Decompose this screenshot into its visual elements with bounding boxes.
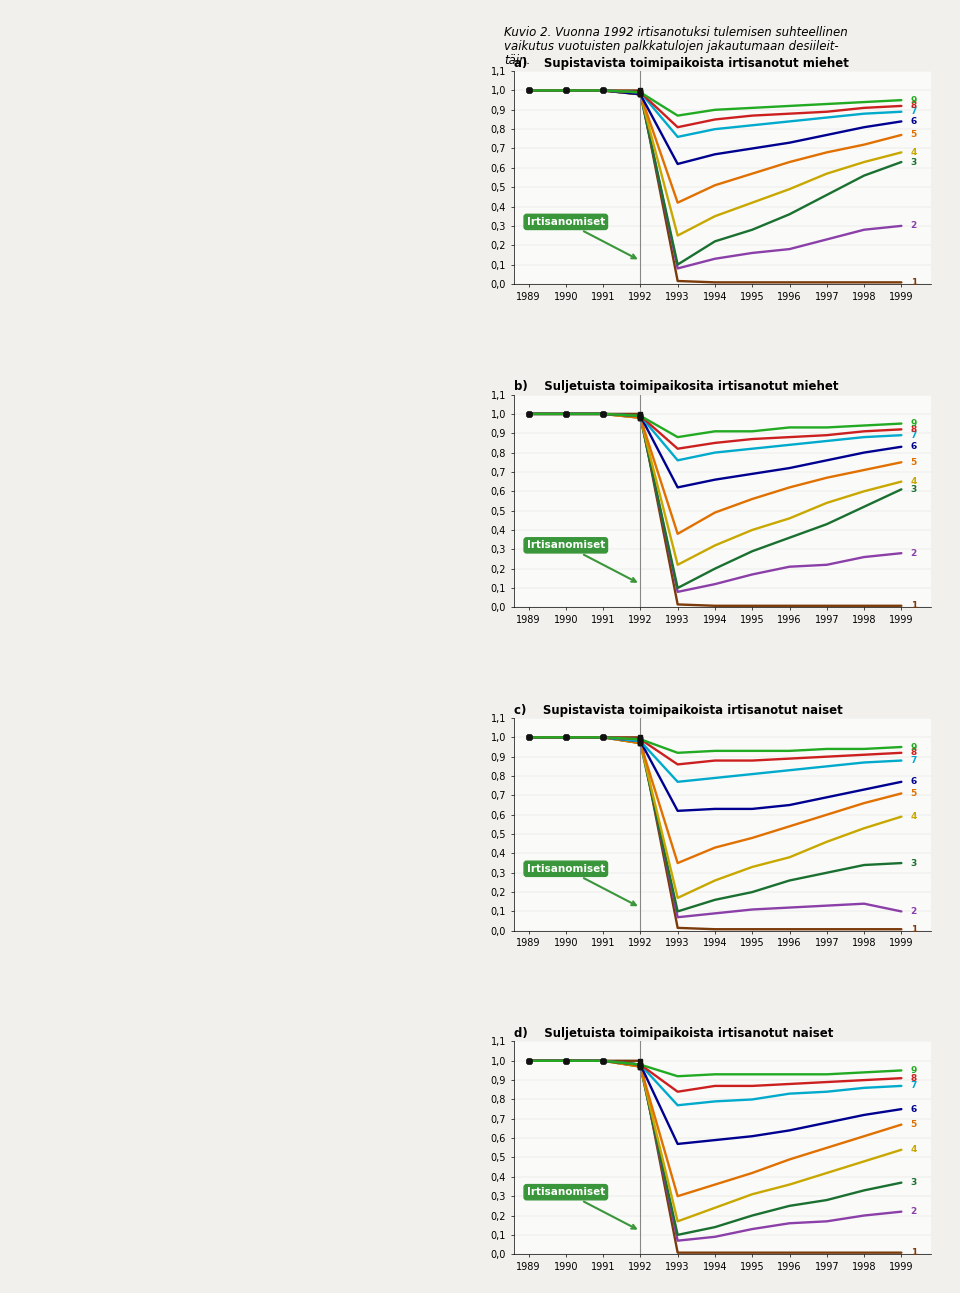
Text: 8: 8: [911, 1073, 917, 1082]
Text: 9: 9: [911, 742, 917, 751]
Text: 6: 6: [911, 1104, 917, 1113]
Text: 3: 3: [911, 859, 917, 868]
Text: d)    Suljetuista toimipaikoista irtisanotut naiset: d) Suljetuista toimipaikoista irtisanotu…: [514, 1027, 833, 1041]
Text: 7: 7: [911, 756, 917, 765]
Text: 4: 4: [911, 147, 917, 156]
Text: 8: 8: [911, 101, 917, 110]
Text: 2: 2: [911, 221, 917, 230]
Text: 1: 1: [911, 924, 917, 934]
Text: Irtisanomiset: Irtisanomiset: [527, 864, 636, 905]
Text: 8: 8: [911, 749, 917, 758]
Text: 7: 7: [911, 1081, 917, 1090]
Text: 4: 4: [911, 1146, 917, 1155]
Text: 3: 3: [911, 158, 917, 167]
Text: 1: 1: [911, 601, 917, 610]
Text: 5: 5: [911, 1120, 917, 1129]
Text: Irtisanomiset: Irtisanomiset: [527, 540, 636, 582]
Text: 7: 7: [911, 431, 917, 440]
Text: Irtisanomiset: Irtisanomiset: [527, 217, 636, 259]
Text: vaikutus vuotuisten palkkatulojen jakautumaan desiileit-: vaikutus vuotuisten palkkatulojen jakaut…: [504, 40, 839, 53]
Text: 5: 5: [911, 789, 917, 798]
Text: 4: 4: [911, 812, 917, 821]
Text: a)    Supistavista toimipaikoista irtisanotut miehet: a) Supistavista toimipaikoista irtisanot…: [514, 57, 849, 70]
Text: 5: 5: [911, 131, 917, 140]
Text: 1: 1: [911, 1248, 917, 1257]
Text: 6: 6: [911, 116, 917, 125]
Text: 5: 5: [911, 458, 917, 467]
Text: 7: 7: [911, 107, 917, 116]
Text: täin.: täin.: [504, 54, 530, 67]
Text: Kuvio 2. Vuonna 1992 irtisanotuksi tulemisen suhteellinen: Kuvio 2. Vuonna 1992 irtisanotuksi tulem…: [504, 26, 848, 39]
Text: 8: 8: [911, 425, 917, 434]
Text: 4: 4: [911, 477, 917, 486]
Text: 2: 2: [911, 906, 917, 915]
Text: 6: 6: [911, 777, 917, 786]
Text: 9: 9: [911, 96, 917, 105]
Text: 9: 9: [911, 419, 917, 428]
Text: Irtisanomiset: Irtisanomiset: [527, 1187, 636, 1228]
Text: 2: 2: [911, 1208, 917, 1217]
Text: 1: 1: [911, 278, 917, 287]
Text: 9: 9: [911, 1065, 917, 1074]
Text: b)    Suljetuista toimipaikosita irtisanotut miehet: b) Suljetuista toimipaikosita irtisanotu…: [514, 380, 838, 393]
Text: c)    Supistavista toimipaikoista irtisanotut naiset: c) Supistavista toimipaikoista irtisanot…: [514, 703, 842, 716]
Text: 6: 6: [911, 442, 917, 451]
Text: 2: 2: [911, 548, 917, 557]
Text: 3: 3: [911, 1178, 917, 1187]
Text: 3: 3: [911, 485, 917, 494]
